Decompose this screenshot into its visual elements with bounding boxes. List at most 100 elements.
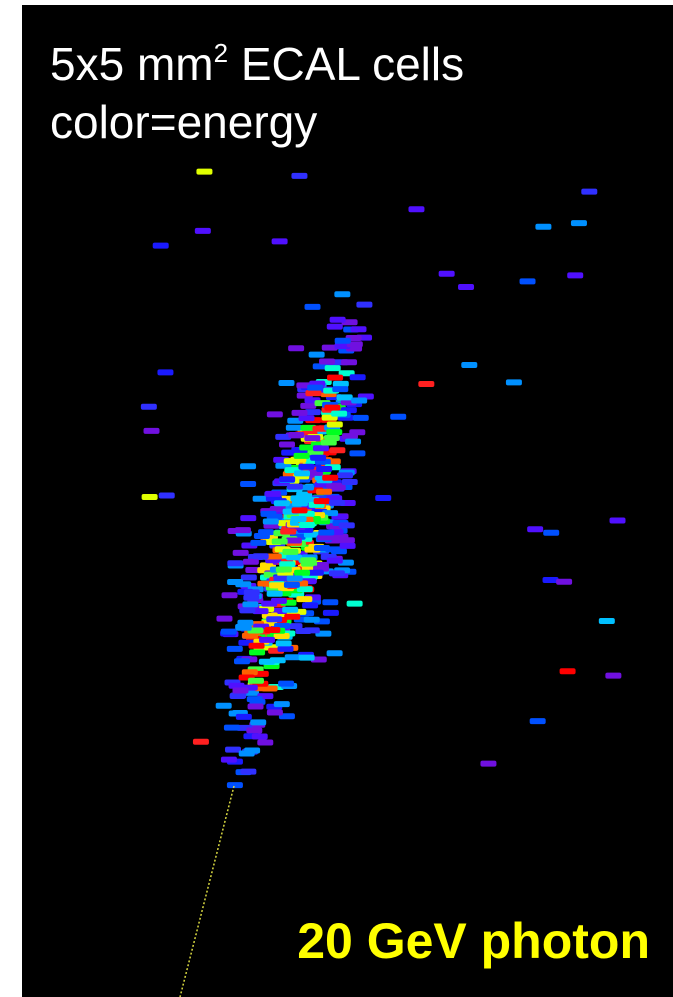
cell bbox=[318, 529, 334, 535]
cell bbox=[341, 359, 357, 365]
cell bbox=[243, 559, 259, 565]
cell bbox=[267, 411, 283, 417]
cell bbox=[235, 527, 251, 533]
cell bbox=[266, 616, 282, 622]
cell bbox=[221, 629, 237, 635]
page: 5x5 mm2 ECAL cells color=energy 20 GeV p… bbox=[0, 0, 673, 997]
cell bbox=[331, 411, 347, 417]
cell bbox=[345, 439, 361, 445]
cell bbox=[535, 224, 551, 230]
cell bbox=[571, 220, 587, 226]
cell bbox=[480, 761, 496, 767]
cell bbox=[284, 458, 300, 464]
cell bbox=[610, 518, 626, 524]
cell bbox=[248, 678, 264, 684]
cell bbox=[335, 338, 351, 344]
cell bbox=[267, 710, 283, 716]
cell bbox=[304, 435, 320, 441]
cell bbox=[280, 528, 296, 534]
cell bbox=[527, 526, 543, 532]
cell bbox=[286, 538, 302, 544]
cell bbox=[418, 381, 434, 387]
cell bbox=[236, 714, 252, 720]
cell bbox=[284, 582, 300, 588]
cell bbox=[310, 455, 326, 461]
cell bbox=[284, 614, 300, 620]
cell bbox=[324, 405, 340, 411]
cell bbox=[142, 494, 158, 500]
cell bbox=[285, 654, 301, 660]
cell bbox=[329, 570, 345, 576]
cell bbox=[305, 304, 321, 310]
cell bbox=[292, 410, 308, 416]
cell bbox=[408, 206, 424, 212]
cell bbox=[291, 173, 307, 179]
cell bbox=[141, 404, 157, 410]
cell bbox=[279, 476, 295, 482]
cell bbox=[337, 472, 353, 478]
cell bbox=[299, 522, 315, 528]
cell bbox=[249, 649, 265, 655]
cell bbox=[250, 540, 266, 546]
cell bbox=[286, 554, 302, 560]
cell bbox=[314, 498, 330, 504]
cell bbox=[271, 598, 287, 604]
cell bbox=[321, 439, 337, 445]
cell bbox=[265, 491, 281, 497]
cell bbox=[253, 553, 269, 559]
cell bbox=[276, 567, 292, 573]
cell bbox=[227, 782, 243, 788]
cell bbox=[339, 537, 355, 543]
cell bbox=[309, 352, 325, 358]
cell bbox=[288, 345, 304, 351]
cell bbox=[279, 561, 295, 567]
cell bbox=[233, 550, 249, 556]
cell bbox=[291, 516, 307, 522]
cell bbox=[292, 507, 308, 513]
cell bbox=[287, 575, 303, 581]
cell bbox=[272, 539, 288, 545]
cell bbox=[254, 533, 270, 539]
cell bbox=[259, 637, 275, 643]
cell bbox=[461, 362, 477, 368]
cell bbox=[294, 453, 310, 459]
cell bbox=[222, 592, 238, 598]
cell bbox=[340, 543, 356, 549]
cell bbox=[326, 429, 342, 435]
cell bbox=[288, 432, 304, 438]
cell bbox=[331, 548, 347, 554]
cell bbox=[350, 374, 366, 380]
cell bbox=[332, 386, 348, 392]
cell bbox=[196, 169, 212, 175]
cell bbox=[227, 579, 243, 585]
cell bbox=[298, 464, 314, 470]
cell bbox=[327, 324, 343, 330]
cell bbox=[282, 549, 298, 555]
cell bbox=[279, 442, 295, 448]
cell bbox=[330, 317, 346, 323]
cell bbox=[272, 238, 288, 244]
cell bbox=[327, 650, 343, 656]
cell bbox=[278, 681, 294, 687]
cell bbox=[439, 271, 455, 277]
cell bbox=[247, 696, 263, 702]
cell bbox=[242, 669, 258, 675]
cell bbox=[349, 450, 365, 456]
cell bbox=[234, 658, 250, 664]
cell bbox=[506, 379, 522, 385]
cell bbox=[248, 704, 264, 710]
cell bbox=[390, 414, 406, 420]
cell bbox=[299, 655, 315, 661]
cell bbox=[232, 688, 248, 694]
cell bbox=[300, 403, 316, 409]
cell bbox=[329, 447, 345, 453]
cell bbox=[299, 415, 315, 421]
cell bbox=[356, 302, 372, 308]
cell bbox=[257, 740, 273, 746]
cell bbox=[216, 703, 232, 709]
cell bbox=[287, 484, 303, 490]
cell bbox=[325, 365, 341, 371]
cell bbox=[282, 607, 298, 613]
cell bbox=[241, 574, 257, 580]
cell bbox=[581, 189, 597, 195]
